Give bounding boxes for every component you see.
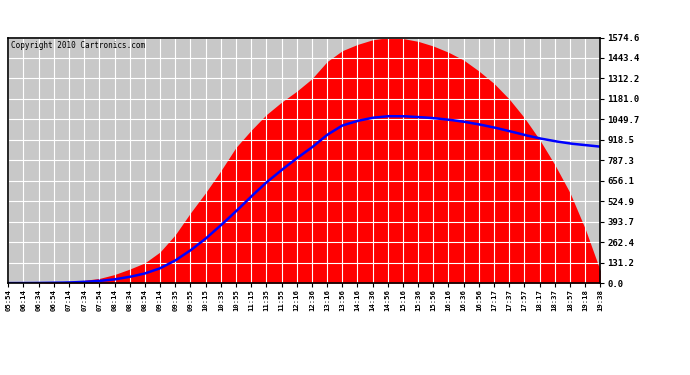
Text: West Array Actual Power (red) & Running Average Power (Watts blue)  Wed May 19 1: West Array Actual Power (red) & Running … <box>3 13 549 23</box>
Text: Copyright 2010 Cartronics.com: Copyright 2010 Cartronics.com <box>11 41 146 50</box>
